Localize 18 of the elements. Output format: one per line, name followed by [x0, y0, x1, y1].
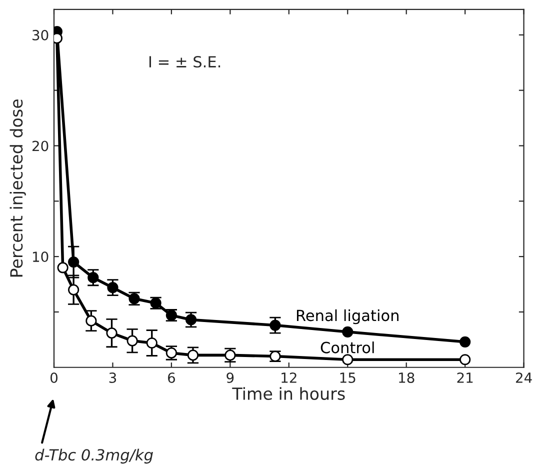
x-tick-label: 21 [457, 372, 473, 383]
series-label: Renal ligation [296, 309, 398, 324]
x-tick-label: 15 [340, 372, 356, 383]
annotation: I = ± S.E. [149, 56, 220, 68]
x-tick-label: 3 [109, 372, 116, 383]
x-tick-label: 12 [282, 372, 296, 383]
x-tick-label: 9 [226, 372, 234, 383]
text: d-Tbc 0.3mg/kg [35, 448, 153, 464]
x-tick-label: 0 [50, 372, 58, 383]
y-tick-label: 30 [32, 30, 48, 40]
x-axis-title: Time in hours [232, 387, 345, 400]
x-tick-label: 24 [516, 372, 532, 383]
y-tick-label: 10 [32, 252, 48, 262]
series-label: Control [320, 342, 374, 354]
y-tick-label: 20 [32, 140, 48, 152]
x-tick-label: 18 [399, 372, 414, 383]
x-tick-label: 6 [168, 372, 175, 383]
y-axis-title: Percent injected dose [10, 99, 26, 277]
